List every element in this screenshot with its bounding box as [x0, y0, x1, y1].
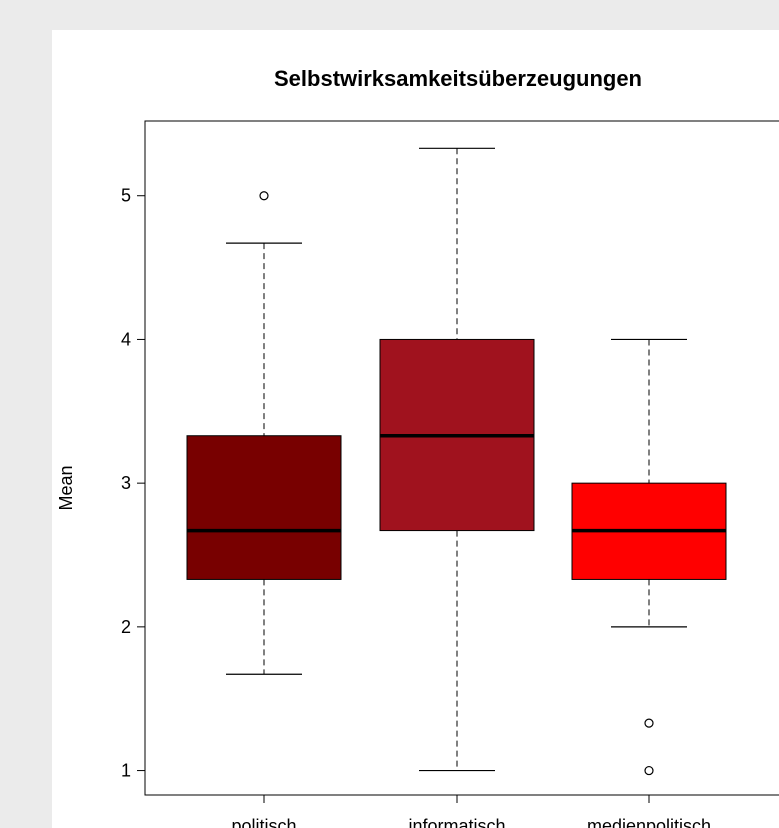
x-tick-label: medienpolitisch — [587, 816, 711, 828]
outlier-point — [644, 765, 654, 776]
x-tick-label: informatisch — [408, 816, 505, 828]
outlier-point — [644, 718, 654, 728]
plot-frame — [144, 120, 779, 796]
x-tick-label: politisch — [231, 816, 296, 828]
figure: Selbstwirksamkeitsüberzeugungen Mean 1 2 3… — [52, 30, 779, 828]
chart-title: Selbstwirksamkeitsüberzeugungen — [274, 66, 642, 91]
y-tick-label: 4 — [121, 329, 131, 349]
box-politisch — [186, 435, 342, 580]
y-tick-label: 5 — [121, 186, 131, 206]
boxplot-chart: Selbstwirksamkeitsüberzeugungen Mean 1 2 3… — [56, 66, 779, 828]
outlier-point — [259, 191, 269, 201]
y-tick-label: 1 — [121, 761, 131, 781]
y-tick-label: 3 — [121, 473, 131, 493]
y-axis-label: Mean — [56, 465, 76, 510]
y-tick-label: 2 — [121, 617, 131, 637]
